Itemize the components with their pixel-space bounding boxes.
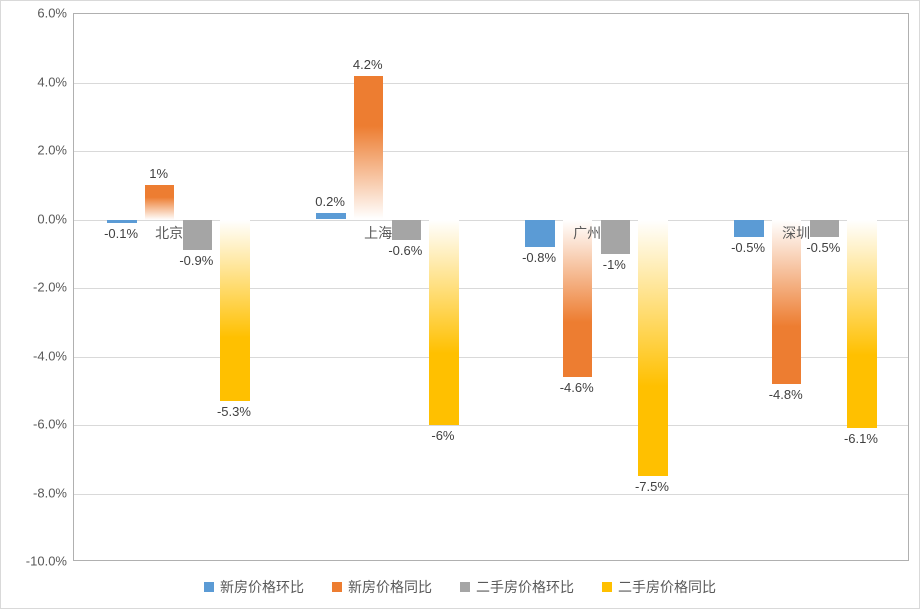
legend-item: 二手房价格环比 xyxy=(460,577,574,597)
bar xyxy=(183,220,212,251)
legend-label: 二手房价格环比 xyxy=(476,577,574,597)
data-label: -7.5% xyxy=(635,479,669,494)
data-label: 1% xyxy=(149,166,168,181)
bar xyxy=(392,220,421,241)
y-axis-tick-label: -8.0% xyxy=(7,485,67,500)
data-label: -6.1% xyxy=(844,431,878,446)
legend-label: 新房价格环比 xyxy=(220,577,304,597)
bar xyxy=(220,220,249,402)
category-label: 北京 xyxy=(155,223,183,243)
data-label: 4.2% xyxy=(353,57,383,72)
data-label: -1% xyxy=(603,257,626,272)
gridline xyxy=(74,151,908,152)
bar xyxy=(601,220,630,254)
bar xyxy=(145,185,174,219)
legend: 新房价格环比 新房价格同比 二手房价格环比 二手房价格同比 xyxy=(1,577,919,597)
data-label: 0.2% xyxy=(315,194,345,209)
bar xyxy=(316,213,345,220)
data-label: -0.1% xyxy=(104,226,138,241)
gridline xyxy=(74,83,908,84)
data-label: -0.5% xyxy=(806,240,840,255)
y-axis-tick-label: -2.0% xyxy=(7,280,67,295)
bar xyxy=(734,220,763,237)
bar xyxy=(638,220,667,477)
bar xyxy=(847,220,876,429)
bar xyxy=(563,220,592,378)
legend-swatch xyxy=(602,582,612,592)
y-axis-tick-label: -4.0% xyxy=(7,348,67,363)
legend-swatch xyxy=(460,582,470,592)
y-axis-tick-label: 2.0% xyxy=(7,143,67,158)
bar xyxy=(525,220,554,247)
data-label: -0.8% xyxy=(522,250,556,265)
y-axis-tick-label: 0.0% xyxy=(7,211,67,226)
gridline xyxy=(74,494,908,495)
bar xyxy=(772,220,801,384)
bar xyxy=(429,220,458,426)
data-label: -5.3% xyxy=(217,404,251,419)
legend-item: 二手房价格同比 xyxy=(602,577,716,597)
data-label: -0.9% xyxy=(179,253,213,268)
legend-item: 新房价格同比 xyxy=(332,577,432,597)
y-axis-tick-label: 4.0% xyxy=(7,74,67,89)
category-label: 上海 xyxy=(364,223,392,243)
data-label: -4.8% xyxy=(769,387,803,402)
y-axis-tick-label: -6.0% xyxy=(7,417,67,432)
chart-container: 新房价格环比 新房价格同比 二手房价格环比 二手房价格同比 6.0% 4.0% 2.0% 0… xyxy=(0,0,920,609)
data-label: -4.6% xyxy=(560,380,594,395)
legend-swatch xyxy=(332,582,342,592)
data-label: -0.5% xyxy=(731,240,765,255)
bar xyxy=(107,220,136,223)
gridline xyxy=(74,425,908,426)
y-axis-tick-label: -10.0% xyxy=(7,554,67,569)
bar xyxy=(354,76,383,220)
bar xyxy=(810,220,839,237)
plot-area xyxy=(73,13,909,561)
legend-swatch xyxy=(204,582,214,592)
category-label: 广州 xyxy=(573,223,601,243)
data-label: -0.6% xyxy=(388,243,422,258)
legend-label: 新房价格同比 xyxy=(348,577,432,597)
legend-label: 二手房价格同比 xyxy=(618,577,716,597)
category-label: 深圳 xyxy=(782,223,810,243)
data-label: -6% xyxy=(431,428,454,443)
legend-item: 新房价格环比 xyxy=(204,577,304,597)
y-axis-tick-label: 6.0% xyxy=(7,6,67,21)
